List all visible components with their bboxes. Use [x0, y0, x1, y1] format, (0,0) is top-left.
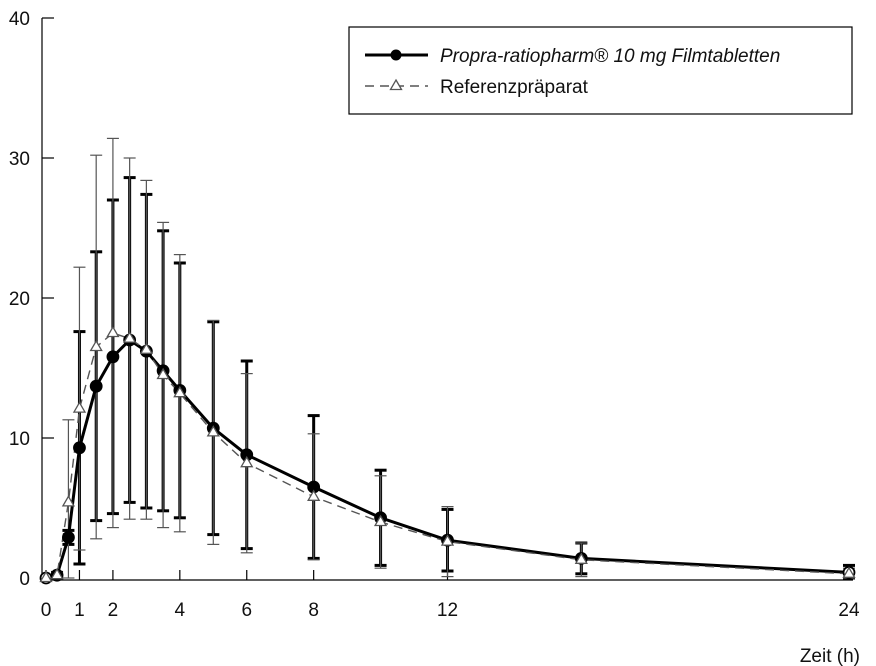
x-tick-label-6: 12 [437, 600, 458, 621]
point-s2-14 [440, 534, 455, 546]
error-bars [51, 137, 855, 580]
point-s2-4 [89, 339, 103, 352]
x-tick-label-5: 8 [308, 600, 319, 621]
y-tick-label-0: 0 [19, 569, 30, 590]
point-s2-2 [61, 495, 76, 507]
x-tick-label-1: 1 [74, 600, 85, 621]
point-s2-0 [39, 570, 53, 583]
y-tick-label-2: 20 [9, 289, 30, 310]
point-s2-13 [373, 514, 388, 527]
y-tick-label-4: 40 [9, 9, 30, 30]
point-s2-3 [72, 401, 87, 413]
point-s2-15 [574, 552, 588, 564]
point-s2-9 [173, 385, 187, 398]
x-tick-label-3: 4 [175, 600, 186, 621]
point-s1-5 [106, 350, 120, 364]
point-s2-11 [240, 455, 254, 468]
y-tick-label-1: 10 [9, 429, 30, 450]
series-markers [39, 325, 856, 585]
point-s2-8 [156, 367, 170, 380]
point-s2-12 [307, 489, 321, 501]
x-axis-title: Zeit (h) [800, 646, 860, 666]
x-tick-label-2: 2 [108, 600, 119, 621]
point-s2-5 [106, 325, 120, 338]
x-tick-label-0: 0 [41, 600, 52, 621]
legend-marker-series-2 [389, 78, 403, 91]
point-s2-16 [842, 566, 856, 578]
legend-marker-series-1 [390, 49, 402, 61]
point-s2-6 [123, 331, 137, 343]
y-tick-label-3: 30 [9, 149, 30, 170]
point-s1-4 [89, 379, 103, 393]
x-tick-label-7: 24 [838, 600, 860, 621]
point-s1-2 [62, 531, 75, 544]
point-s2-10 [206, 425, 220, 437]
point-s2-7 [139, 342, 154, 354]
legend: Propra-ratiopharm® 10 mg Filmtabletten R… [348, 26, 853, 115]
legend-box [348, 26, 853, 115]
point-s2-1 [50, 567, 64, 580]
x-tick-label-4: 6 [241, 600, 252, 621]
legend-label-series-2: Referenzpräparat [440, 77, 589, 98]
point-s1-3 [73, 441, 86, 455]
legend-label-series-1: Propra-ratiopharm® 10 mg Filmtabletten [440, 46, 780, 67]
